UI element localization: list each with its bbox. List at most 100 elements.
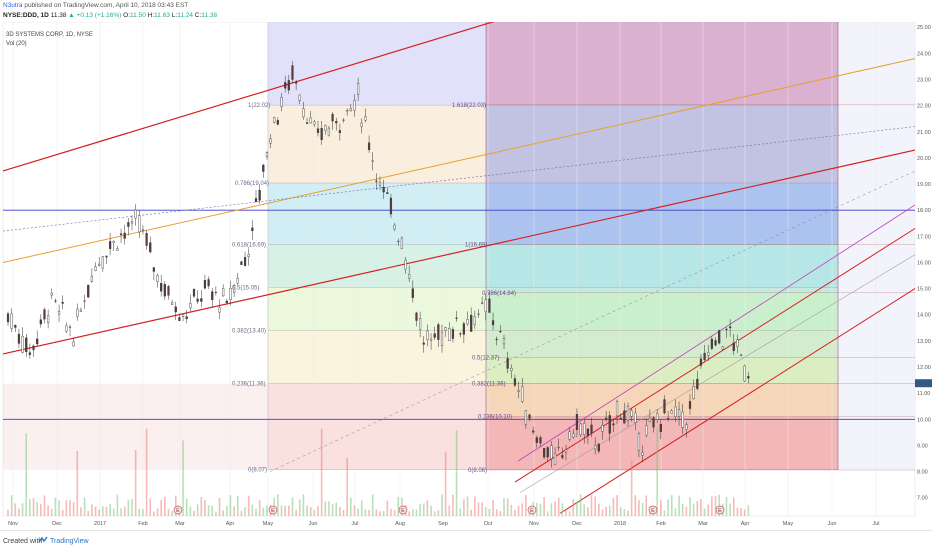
horizontal-lines[interactable] <box>3 209 915 420</box>
candle-body <box>138 215 141 233</box>
candle-body <box>539 437 542 444</box>
price-tick-label: 16.00 <box>917 260 931 266</box>
candle-body <box>626 405 630 421</box>
candle-body <box>550 445 553 459</box>
publish-text: published on TradingView.com, April 10, … <box>24 2 189 9</box>
candle-body <box>196 298 199 302</box>
volume-bar <box>517 505 520 516</box>
volume-bar <box>233 506 235 516</box>
volume-bar <box>605 506 607 516</box>
candle-body <box>681 411 684 428</box>
candle-body <box>280 97 283 107</box>
price-tick-label: 25.00 <box>917 25 931 31</box>
tradingview-logo-icon[interactable] <box>38 536 48 546</box>
time-tick-label: Nov <box>529 521 539 527</box>
candle-body <box>634 412 637 423</box>
volume-bar <box>470 509 472 516</box>
candle-body <box>145 233 148 246</box>
volume-bar <box>743 509 746 516</box>
price-tick-label: 13.00 <box>917 339 931 345</box>
candle-body <box>433 333 436 338</box>
volume-bar <box>550 503 553 516</box>
earnings-event-label: E <box>176 508 180 514</box>
price-chart[interactable]: 1(22.02) 0.786(19.04) 0.618(16.69) 0.5(15.0… <box>0 22 932 530</box>
candle-body <box>451 329 455 339</box>
volume-bar <box>229 495 232 516</box>
candle-body <box>481 302 484 304</box>
candle-body <box>696 378 699 389</box>
fib-zone-extension <box>838 22 915 470</box>
trend-dashed <box>269 170 916 472</box>
candle-body <box>353 100 356 111</box>
volume-bar <box>306 505 308 516</box>
volume-bar <box>255 508 257 516</box>
candle-body <box>181 313 185 317</box>
trend-channels[interactable] <box>2 22 916 514</box>
volume-bar <box>598 503 600 516</box>
candle-body <box>251 227 254 232</box>
candle-body <box>375 180 378 182</box>
candle-body <box>725 328 728 330</box>
candle-body <box>335 121 338 124</box>
candle-body <box>408 273 411 279</box>
candle-body <box>305 122 309 124</box>
volume-bar <box>72 502 75 516</box>
candle-body <box>521 386 524 402</box>
candle-body <box>284 82 287 89</box>
volume-bar <box>656 427 658 516</box>
volume-bar <box>222 510 224 516</box>
price-axis[interactable]: 7.00 8.00 9.00 10.00 11.00 12.00 13.00 14.00 15.… <box>915 25 932 502</box>
fib2-level-label: 0.382(11.36) <box>472 382 506 388</box>
channel-dotted <box>2 126 916 232</box>
fib-zone-band <box>268 287 838 331</box>
earnings-event-icon <box>715 505 725 515</box>
fib-zones <box>3 22 915 471</box>
candle-body <box>739 354 743 356</box>
volume-bar <box>371 494 374 516</box>
candle-body <box>729 326 732 329</box>
volume-bar <box>554 501 556 516</box>
volume-bar <box>557 497 560 516</box>
chart-title: 3D SYSTEMS CORP, 1D, NYSE <box>6 32 93 38</box>
candle-body <box>718 330 721 344</box>
volume-bar <box>87 510 90 516</box>
candle-body <box>652 417 655 428</box>
earnings-event-label: E <box>530 508 534 514</box>
volume-bar <box>612 497 615 516</box>
price-tick-label: 14.00 <box>917 313 931 319</box>
candle-body <box>200 298 203 302</box>
earnings-event-label: E <box>401 508 405 514</box>
price-tick-label: 24.00 <box>917 51 931 57</box>
candle-body <box>94 266 97 271</box>
volume-bar <box>444 451 447 516</box>
publisher-link[interactable]: N3utra <box>3 2 23 9</box>
earnings-event-icon <box>173 505 183 515</box>
volume-bar <box>295 509 297 516</box>
candle-body <box>707 352 710 356</box>
volume-bar <box>641 502 644 516</box>
candle-body <box>119 233 123 236</box>
candle-body <box>371 160 374 162</box>
fib2-zone-top <box>486 22 838 105</box>
candle-body <box>65 325 68 332</box>
time-tick-label: Jun <box>828 521 837 527</box>
volume-bar <box>43 495 46 516</box>
candle-body <box>265 152 269 157</box>
candle-body <box>233 284 236 293</box>
volume-bar <box>167 508 170 516</box>
volume-bar <box>156 508 159 516</box>
time-tick-label: Mar <box>175 521 185 527</box>
volume-bar <box>441 494 443 516</box>
volume-bar <box>69 500 71 516</box>
time-tick-label: Feb <box>138 521 147 527</box>
volume-bar <box>572 499 575 516</box>
volume-bar <box>120 508 122 516</box>
volume-bar <box>109 504 111 516</box>
candle-body <box>54 300 57 302</box>
time-axis[interactable]: Nov Dec 2017 Feb Mar Apr May Jun Jul Aug Sep Oct Nov… <box>8 521 879 527</box>
volume-bar <box>65 500 68 516</box>
tradingview-brand-link[interactable]: TradingView <box>50 538 89 545</box>
candle-body <box>320 128 323 140</box>
candle-body <box>338 130 341 133</box>
